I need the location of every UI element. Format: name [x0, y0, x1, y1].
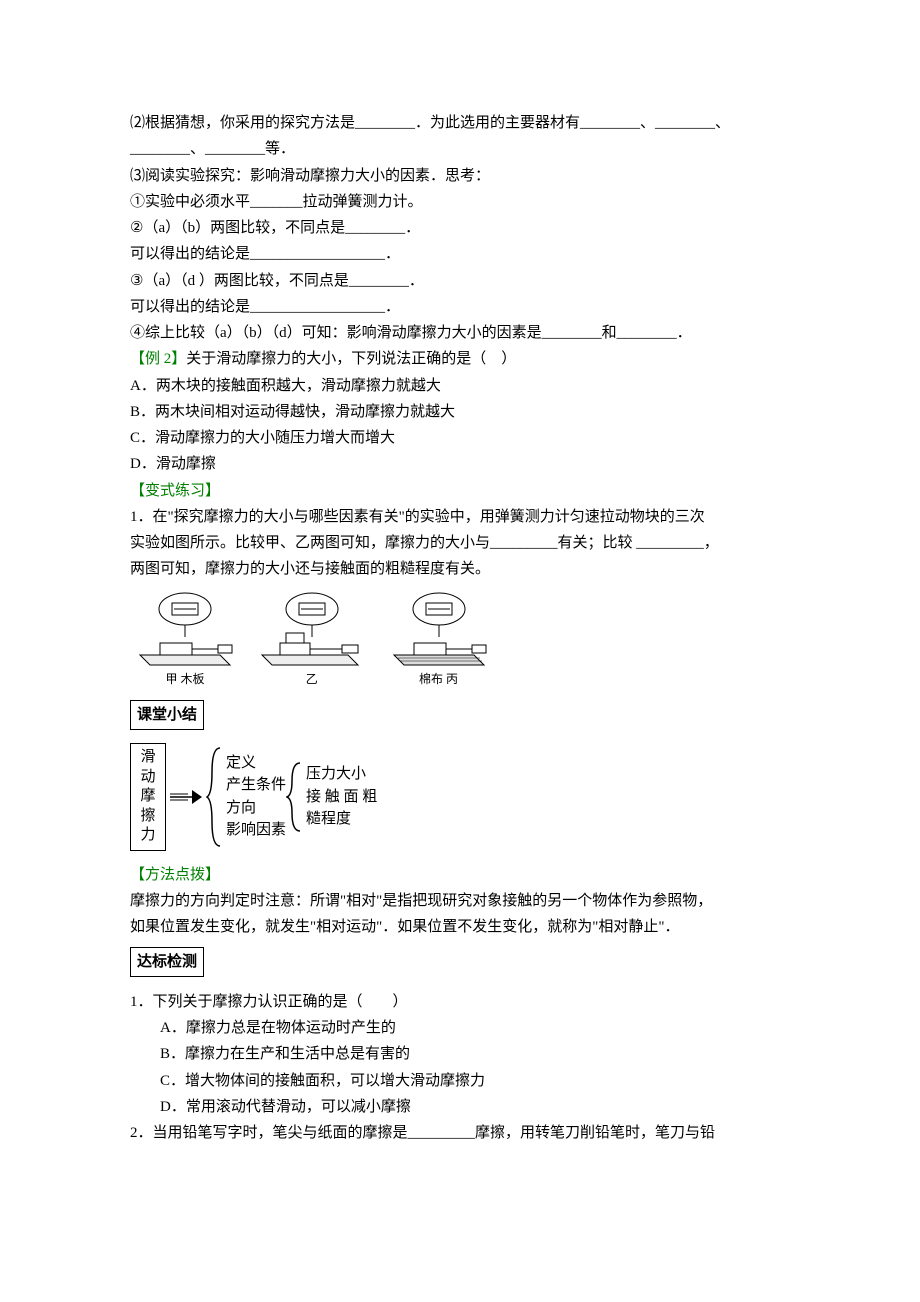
summary-item: 方向 — [226, 797, 286, 820]
brace-icon — [206, 742, 226, 852]
q2-3-1: ①实验中必须水平_______拉动弹簧测力计。 — [130, 189, 790, 215]
brace-icon — [286, 757, 306, 837]
check-q1: 1．下列关于摩擦力认识正确的是（ ） — [130, 989, 790, 1015]
figure-yi-caption: 乙 — [252, 669, 372, 690]
q2-3-4: ④综上比较（a）（b）（d）可知：影响滑动摩擦力大小的因素是________和_… — [130, 320, 790, 346]
summary-item: 糙程度 — [306, 808, 377, 831]
arrow-icon — [166, 742, 206, 852]
q2-3-3: ③（a）（d ）两图比较，不同点是________． — [130, 268, 790, 294]
experiment-figures: 甲 木板 乙 — [130, 591, 790, 690]
check-q1-c: C．增大物体间的接触面积，可以增大滑动摩擦力 — [130, 1068, 790, 1094]
ex2-opt-c: C．滑动摩擦力的大小随压力增大而增大 — [130, 425, 790, 451]
figure-bing-caption: 棉布 丙 — [384, 669, 494, 690]
summary-item: 压力大小 — [306, 763, 377, 786]
variation-label: 【变式练习】 — [130, 478, 790, 504]
figure-jia: 甲 木板 — [130, 591, 240, 690]
spring-scale-icon — [130, 591, 240, 671]
check-q2: 2．当用铅笔写字时，笔尖与纸面的摩擦是_________摩擦，用转笔刀削铅笔时，… — [130, 1120, 790, 1146]
var-q1-b: 实验如图所示。比较甲、乙两图可知，摩擦力的大小与_________有关；比较 _… — [130, 530, 790, 556]
example-2-stem: 关于滑动摩擦力的大小，下列说法正确的是（ ） — [186, 351, 516, 367]
check-q1-b: B．摩擦力在生产和生活中总是有害的 — [130, 1041, 790, 1067]
figure-yi: 乙 — [252, 591, 372, 690]
page-root: ⑵根据猜想，你采用的探究方法是________．为此选用的主要器材有______… — [0, 0, 920, 1206]
check-q1-a: A．摩擦力总是在物体运动时产生的 — [130, 1015, 790, 1041]
q2-3-2b: 可以得出的结论是__________________． — [130, 241, 790, 267]
figure-bing: 棉布 丙 — [384, 591, 494, 690]
spring-scale-icon — [252, 591, 372, 671]
ex2-opt-d: D．滑动摩擦 — [130, 451, 790, 477]
example-2-label: 【例 2】 — [130, 351, 186, 367]
summary-item: 影响因素 — [226, 819, 286, 842]
var-q1-a: 1．在"探究摩擦力的大小与哪些因素有关"的实验中，用弹簧测力计匀速拉动物块的三次 — [130, 504, 790, 530]
figure-jia-caption: 甲 木板 — [130, 669, 240, 690]
tips-label: 【方法点拨】 — [130, 862, 790, 888]
q2-3-3b: 可以得出的结论是__________________． — [130, 294, 790, 320]
summary-col2: 压力大小 接 触 面 粗 糙程度 — [306, 763, 377, 831]
section-summary-tag: 课堂小结 — [130, 700, 204, 730]
var-q1-c: 两图可知，摩擦力的大小还与接触面的粗糙程度有关。 — [130, 556, 790, 582]
summary-col1: 定义 产生条件 方向 影响因素 — [226, 752, 286, 842]
summary-item: 接 触 面 粗 — [306, 786, 377, 809]
q2-part2: ⑵根据猜想，你采用的探究方法是________．为此选用的主要器材有______… — [130, 110, 790, 163]
section-check-tag: 达标检测 — [130, 947, 204, 977]
tips-line2: 如果位置发生变化，就发生"相对运动"．如果位置不发生变化，就称为"相对静止"． — [130, 914, 790, 940]
example-2: 【例 2】关于滑动摩擦力的大小，下列说法正确的是（ ） — [130, 346, 790, 372]
summary-item: 定义 — [226, 752, 286, 775]
tips-line1: 摩擦力的方向判定时注意：所谓"相对"是指把现研究对象接触的另一个物体作为参照物， — [130, 888, 790, 914]
q2-3-2: ②（a）（b）两图比较，不同点是________． — [130, 215, 790, 241]
ex2-opt-a: A．两木块的接触面积越大，滑动摩擦力就越大 — [130, 373, 790, 399]
summary-item: 产生条件 — [226, 774, 286, 797]
summary-box: 滑动摩擦力 — [130, 743, 166, 851]
ex2-opt-b: B．两木块间相对运动得越快，滑动摩擦力就越大 — [130, 399, 790, 425]
summary-diagram: 滑动摩擦力 定义 产生条件 方向 影响因素 压力大小 接 触 面 粗 糙程度 — [130, 742, 790, 852]
check-q1-d: D．常用滚动代替滑动，可以减小摩擦 — [130, 1094, 790, 1120]
q2-part3: ⑶阅读实验探究：影响滑动摩擦力大小的因素．思考： — [130, 163, 790, 189]
spring-scale-icon — [384, 591, 494, 671]
